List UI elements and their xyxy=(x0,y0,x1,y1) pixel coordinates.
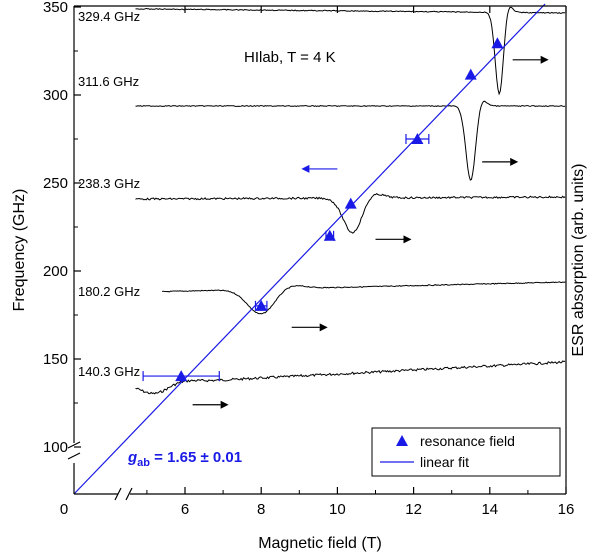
esr-trace-2 xyxy=(135,192,566,234)
linear-fit-line xyxy=(73,3,546,495)
trace-label-3: 311.6 GHz xyxy=(78,74,139,89)
y-tick-label: 250 xyxy=(43,175,68,192)
y-tick-label: 300 xyxy=(43,87,68,104)
trace-label-2: 238.3 GHz xyxy=(78,176,140,191)
chart-labels: HIlab, T = 4 K gab = 1.65 ± 0.01 resonance… xyxy=(127,49,561,477)
x-tick-label: 16 xyxy=(558,501,575,518)
axes: 6 8 10 12 14 16 0 100 150 200 250 300 350 Magnetic fi… xyxy=(11,0,587,552)
resonance-point xyxy=(464,68,477,80)
x-axis-break xyxy=(114,487,133,501)
resonance-point xyxy=(175,370,188,382)
x-tick-label: 8 xyxy=(257,501,265,518)
conditions-annotation: HIlab, T = 4 K xyxy=(244,49,336,66)
y-axis-break xyxy=(67,441,81,460)
arrow-head xyxy=(220,400,229,409)
resonance-point xyxy=(411,133,424,144)
trace-label-1: 180.2 GHz xyxy=(78,284,140,299)
esr-trace-1 xyxy=(161,281,566,315)
arrow-head xyxy=(301,164,310,173)
esr-trace-0 xyxy=(135,360,566,395)
y-tick-label: 350 xyxy=(43,0,68,16)
x-axis-title: Magnetic field (T) xyxy=(258,535,382,552)
trace-label-0: 140.3 GHz xyxy=(78,364,140,379)
legend-marker-resonance xyxy=(396,435,408,446)
legend-box xyxy=(371,427,561,477)
g-factor-annotation: gab = 1.65 ± 0.01 xyxy=(127,449,242,469)
x-tick-label: 12 xyxy=(405,501,422,518)
x-tick-label: 10 xyxy=(329,501,346,518)
arrow-head xyxy=(319,323,328,332)
x-tick-label: 6 xyxy=(181,501,189,518)
esr-traces: 140.3 GHz 180.2 GHz 238.3 GHz 311.6 GHz 329.… xyxy=(78,6,566,395)
arrow-head xyxy=(540,55,549,64)
resonance-point xyxy=(323,229,336,241)
y-axis-title: Frequency (GHz) xyxy=(11,189,28,312)
legend-label-resonance: resonance field xyxy=(420,433,515,449)
legend-label-fit: linear fit xyxy=(420,454,469,470)
y-tick-label: 100 xyxy=(43,439,68,456)
y2-axis-title: ESR absorption (arb. units) xyxy=(570,164,587,357)
esr-trace-4 xyxy=(135,6,566,96)
resonance-point xyxy=(491,37,504,49)
arrow-head xyxy=(403,235,412,244)
sweep-arrows xyxy=(192,55,549,409)
y-tick-label: 150 xyxy=(43,351,68,368)
y-tick-label: 200 xyxy=(43,263,68,280)
origin-label: 0 xyxy=(60,501,68,518)
resonance-point xyxy=(344,197,357,209)
trace-label-4: 329.4 GHz xyxy=(78,9,140,24)
resonance-point xyxy=(255,299,268,311)
x-tick-label: 14 xyxy=(481,501,498,518)
resonance-field-series xyxy=(142,37,504,382)
arrow-head xyxy=(510,157,519,166)
esr-trace-3 xyxy=(135,100,566,181)
linear-fit-series xyxy=(73,3,546,495)
